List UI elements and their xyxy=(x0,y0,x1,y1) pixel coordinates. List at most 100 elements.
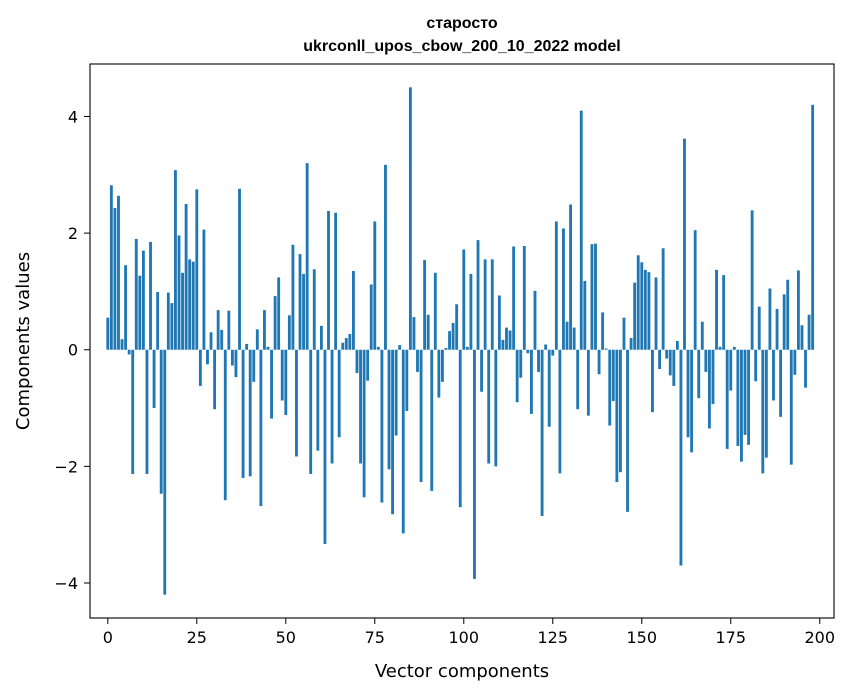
bar xyxy=(280,349,284,401)
bar xyxy=(273,296,277,350)
bar xyxy=(594,243,597,350)
bar xyxy=(757,306,761,350)
bar xyxy=(419,349,423,483)
bar xyxy=(295,349,298,457)
bar xyxy=(387,349,391,470)
bar xyxy=(266,346,270,350)
bar xyxy=(519,349,523,378)
bars-group xyxy=(106,87,815,595)
bar xyxy=(465,346,469,350)
bar xyxy=(291,244,295,350)
bar xyxy=(487,349,491,464)
bar xyxy=(263,310,266,350)
bar xyxy=(259,349,263,507)
bar xyxy=(747,349,750,445)
bar xyxy=(579,110,583,350)
bar xyxy=(234,349,238,378)
bar xyxy=(722,275,726,350)
bar xyxy=(355,349,359,374)
bar xyxy=(277,277,281,350)
bar xyxy=(113,208,117,350)
bar xyxy=(394,349,398,436)
bar xyxy=(117,195,120,350)
bar xyxy=(156,292,160,350)
bar xyxy=(309,349,313,474)
bar xyxy=(764,349,768,458)
bar xyxy=(540,349,544,516)
bar xyxy=(206,349,209,365)
x-tick-label: 200 xyxy=(804,628,835,647)
bar xyxy=(786,279,790,350)
bar xyxy=(640,262,644,350)
bar xyxy=(441,349,444,382)
bar xyxy=(416,349,419,372)
bar xyxy=(508,330,512,350)
bar xyxy=(337,349,341,438)
bar xyxy=(608,349,612,426)
bar xyxy=(711,349,715,404)
bar xyxy=(149,241,152,350)
y-axis-ticks: −4 −2 0 2 4 xyxy=(54,107,90,593)
bar xyxy=(284,349,288,416)
bar xyxy=(526,349,530,354)
x-tick-label: 175 xyxy=(715,628,746,647)
bar xyxy=(145,349,149,474)
bar xyxy=(227,310,231,350)
bar xyxy=(626,349,629,512)
bar xyxy=(401,349,405,534)
bar xyxy=(537,349,540,372)
bar xyxy=(255,329,259,350)
bar xyxy=(494,349,498,467)
bar xyxy=(209,332,213,350)
bar xyxy=(473,349,476,579)
bar xyxy=(220,329,224,350)
bar xyxy=(700,321,704,350)
bar xyxy=(501,339,505,350)
bar xyxy=(366,349,370,381)
bar xyxy=(490,259,494,350)
x-axis-ticks: 0 25 50 75 100 125 150 175 200 xyxy=(103,618,835,647)
bar xyxy=(547,349,551,427)
bar xyxy=(319,325,323,350)
bar xyxy=(195,189,199,350)
bar xyxy=(455,304,459,350)
bar xyxy=(241,349,245,479)
bar xyxy=(807,314,811,350)
bar xyxy=(583,280,587,350)
bar xyxy=(316,349,320,451)
bar xyxy=(804,349,807,388)
bar xyxy=(458,349,462,508)
bar xyxy=(405,349,409,411)
x-tick-label: 50 xyxy=(276,628,296,647)
bar xyxy=(238,188,241,350)
bar xyxy=(529,349,533,414)
y-tick-label: 4 xyxy=(68,107,78,126)
bar xyxy=(398,345,402,350)
bar xyxy=(551,349,555,356)
bar xyxy=(302,273,306,350)
chart-subtitle: ukrconll_upos_cbow_200_10_2022 model xyxy=(303,38,620,55)
plot-frame xyxy=(89,63,835,619)
bar xyxy=(754,349,758,382)
bar xyxy=(779,349,783,417)
bar xyxy=(334,212,338,350)
bar xyxy=(629,338,633,350)
bar xyxy=(775,308,779,350)
bar xyxy=(391,349,395,515)
bar xyxy=(469,273,473,350)
bar xyxy=(505,327,508,350)
bar xyxy=(615,349,619,483)
bar xyxy=(433,272,437,350)
bar xyxy=(622,317,626,350)
bar xyxy=(359,349,362,464)
bar xyxy=(373,221,377,350)
bar xyxy=(483,259,487,350)
bar xyxy=(533,290,537,350)
bar xyxy=(597,349,601,375)
bar xyxy=(761,349,765,474)
bar xyxy=(437,349,441,398)
bar xyxy=(376,346,380,350)
bar xyxy=(679,349,683,566)
bar xyxy=(796,270,800,350)
bar xyxy=(732,346,736,350)
